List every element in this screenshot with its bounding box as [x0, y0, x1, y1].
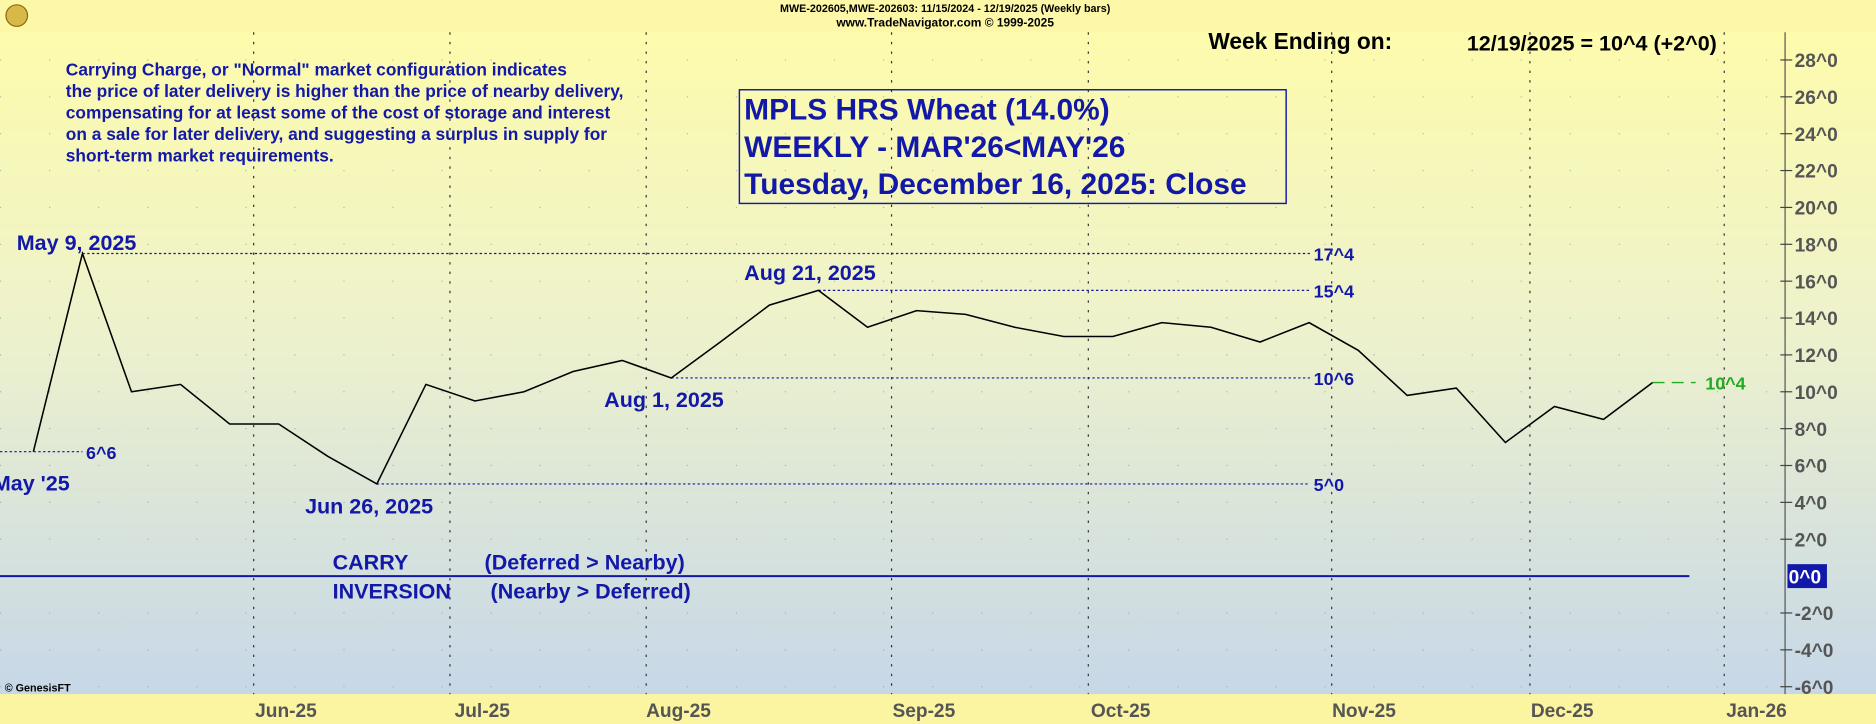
x-tick-label: Sep-25	[893, 701, 956, 722]
y-tick-label: 4^0	[1795, 494, 1827, 515]
y-tick-label: 28^0	[1795, 51, 1838, 72]
y-tick-label: 10^0	[1795, 383, 1838, 404]
reference-label: 6^6	[86, 443, 116, 463]
annotation: May 9, 2025	[17, 231, 137, 255]
week-ending-label: Week Ending on:	[1208, 28, 1392, 54]
title: MPLS HRS Wheat (14.0%) WEEKLY - MAR'26<M…	[744, 94, 1247, 201]
notes: Carrying Charge, or "Normal" market conf…	[66, 59, 624, 165]
title-line: Tuesday, December 16, 2025: Close	[744, 168, 1247, 201]
zone-label: (Nearby > Deferred)	[491, 579, 691, 603]
title-line: MPLS HRS Wheat (14.0%)	[744, 94, 1110, 127]
annotations: May 9, 2025 Aug 21, 2025 Aug 1, 2025 Jun…	[0, 231, 876, 518]
annotation: May '25	[0, 472, 70, 496]
reference-label: 17^4	[1314, 245, 1354, 265]
annotation: Aug 21, 2025	[744, 261, 876, 285]
y-tick-label: 22^0	[1795, 162, 1838, 183]
y-tick-label: 8^0	[1795, 420, 1827, 441]
zero-label-box	[1787, 564, 1827, 589]
logo	[5, 4, 29, 27]
x-tick-label: Dec-25	[1531, 701, 1594, 722]
note-line: on a sale for later delivery, and sugges…	[66, 124, 608, 144]
y-tick-label: -2^0	[1795, 604, 1834, 625]
annotation: Aug 1, 2025	[604, 388, 724, 412]
y-tick-label: 18^0	[1795, 235, 1838, 256]
zone-label: INVERSION	[333, 579, 451, 603]
y-tick-label: 14^0	[1795, 309, 1838, 330]
header-line: MWE-202605,MWE-202603: 11/15/2024 - 12/1…	[780, 3, 1111, 15]
header-band	[0, 0, 1876, 33]
x-tick-label: Jan-26	[1726, 701, 1787, 722]
x-tick-label: Nov-25	[1332, 701, 1396, 722]
note-line: compensating for at least some of the co…	[66, 102, 611, 122]
x-axis-band	[0, 694, 1876, 724]
annotation: Jun 26, 2025	[305, 494, 433, 518]
last-value-label: 10^4	[1705, 374, 1745, 394]
y-tick-label: 26^0	[1795, 88, 1838, 109]
price-line	[32, 250, 1654, 486]
zone-label: (Deferred > Nearby)	[485, 551, 685, 575]
x-tick-label: Jul-25	[455, 701, 511, 722]
zone-label: CARRY	[333, 551, 409, 575]
x-tick-label: Jun-25	[255, 701, 317, 722]
y-tick-label: 0^0	[1789, 567, 1821, 588]
title-box	[738, 89, 1287, 205]
reference-label: 5^0	[1314, 475, 1344, 495]
y-tick-label: -4^0	[1795, 641, 1834, 662]
y-tick-label: 2^0	[1795, 530, 1827, 551]
reference-label: 15^4	[1314, 282, 1354, 302]
title-line: WEEKLY - MAR'26<MAY'26	[744, 131, 1125, 164]
note-line: the price of later delivery is higher th…	[66, 81, 624, 101]
note-line: Carrying Charge, or "Normal" market conf…	[66, 59, 567, 79]
reference-label: 10^6	[1314, 369, 1354, 389]
y-tick-label: 24^0	[1795, 125, 1838, 146]
y-tick-label: 16^0	[1795, 272, 1838, 293]
credit: © GenesisFT	[5, 683, 71, 695]
y-tick-label: 6^0	[1795, 457, 1827, 478]
y-tick-label: -6^0	[1795, 678, 1834, 699]
zone-labels: CARRY (Deferred > Nearby) INVERSION (Nea…	[333, 551, 691, 604]
note-line: short-term market requirements.	[66, 146, 334, 166]
x-tick-label: Aug-25	[646, 701, 711, 722]
y-tick-label: 12^0	[1795, 346, 1838, 367]
y-tick-label: 20^0	[1795, 199, 1838, 220]
header-line: www.TradeNavigator.com © 1999-2025	[835, 15, 1054, 29]
x-tick-label: Oct-25	[1091, 701, 1151, 722]
week-ending-value: 12/19/2025 = 10^4 (+2^0)	[1467, 31, 1717, 55]
